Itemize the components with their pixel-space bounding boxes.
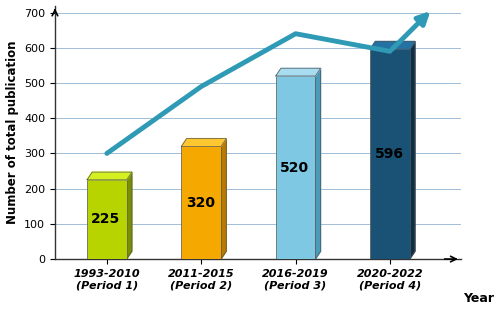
Polygon shape: [410, 41, 415, 259]
Text: 225: 225: [92, 213, 120, 226]
Polygon shape: [221, 139, 226, 259]
Polygon shape: [182, 139, 226, 146]
Text: 596: 596: [374, 147, 404, 161]
Text: 320: 320: [186, 196, 215, 210]
Polygon shape: [126, 172, 132, 259]
Polygon shape: [316, 68, 320, 259]
Bar: [182, 146, 221, 259]
Text: Year: Year: [464, 293, 494, 306]
Polygon shape: [276, 68, 320, 76]
Polygon shape: [370, 41, 415, 49]
Polygon shape: [87, 172, 132, 180]
Y-axis label: Number of total publication: Number of total publication: [6, 40, 18, 224]
Bar: [276, 76, 316, 259]
Text: 520: 520: [280, 160, 309, 175]
Bar: [370, 49, 410, 259]
Bar: [87, 180, 126, 259]
